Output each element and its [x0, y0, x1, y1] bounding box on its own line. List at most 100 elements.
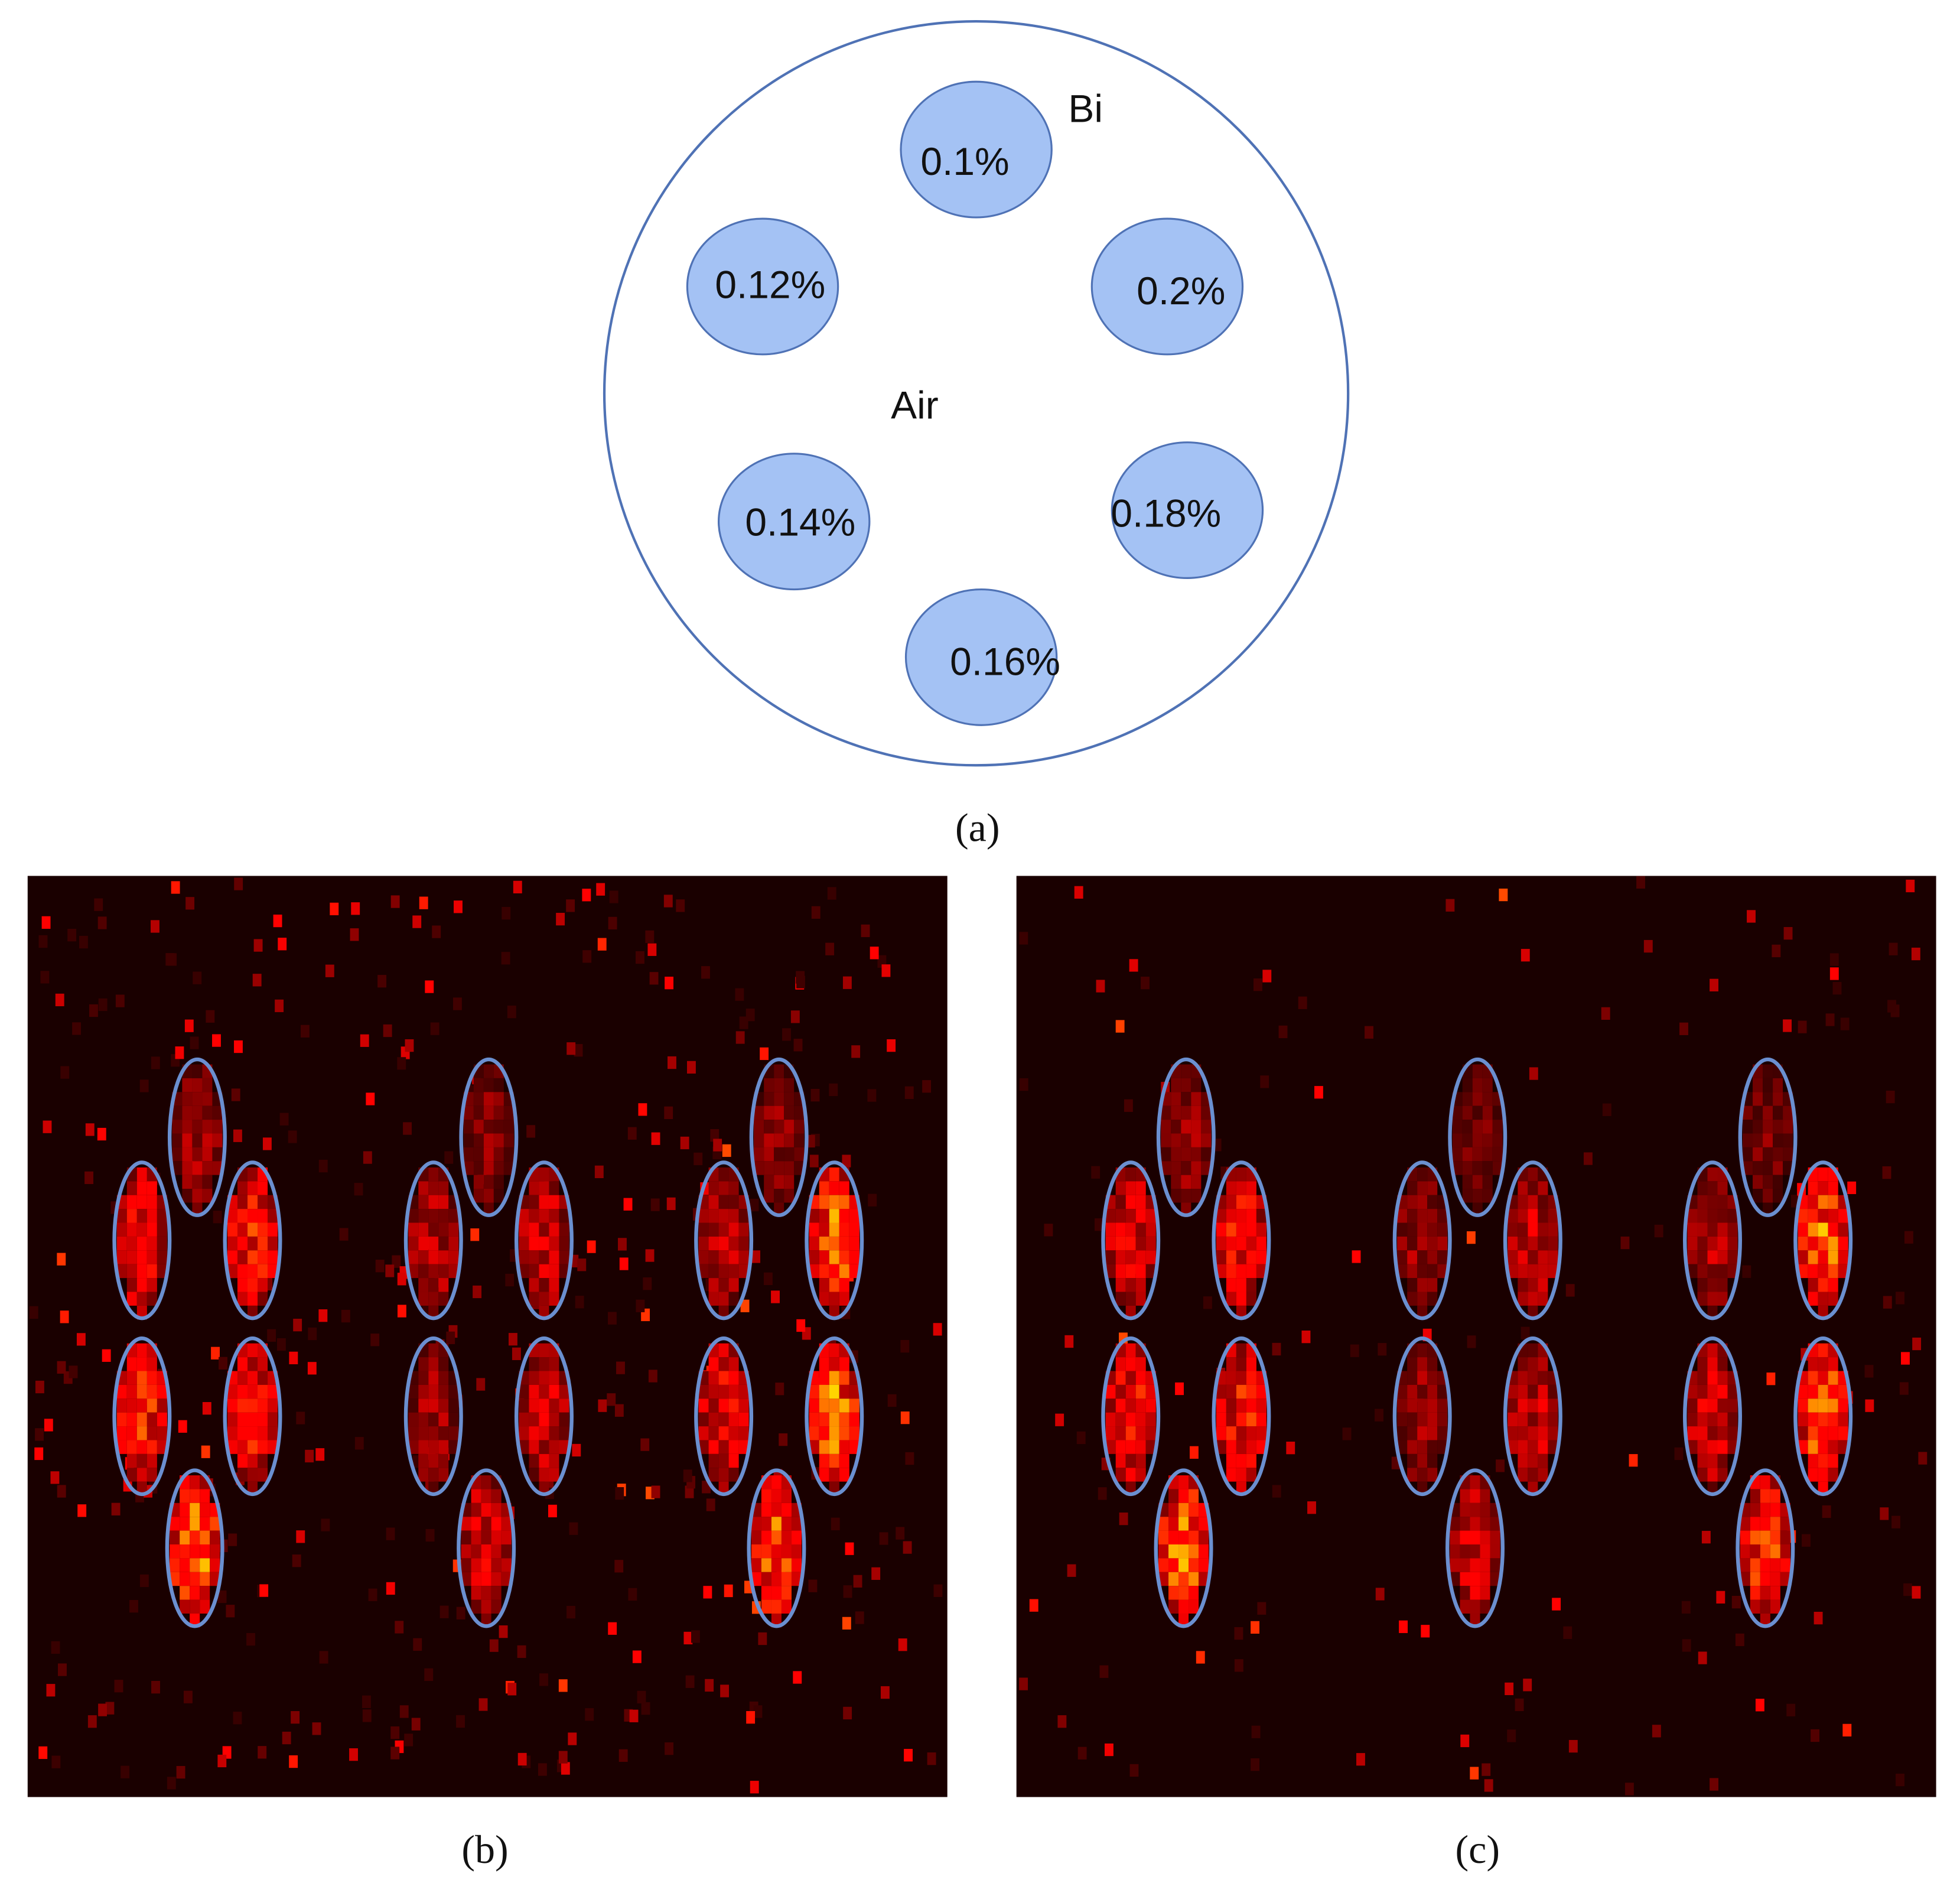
heatmap-pixel — [1246, 1426, 1256, 1440]
heatmap-pixel — [126, 1357, 137, 1371]
heatmap-pixel — [738, 1440, 749, 1454]
heatmap-pixel — [1236, 1278, 1246, 1292]
heatmap-pixel — [481, 1517, 491, 1531]
heatmap-pixel — [1896, 1773, 1904, 1787]
heatmap-pixel — [703, 1586, 712, 1599]
heatmap-pixel — [1912, 1337, 1922, 1351]
heatmap-pixel — [1780, 1558, 1790, 1572]
heatmap-pixel — [839, 1371, 849, 1385]
heatmap-pixel — [473, 1285, 482, 1299]
heatmap-pixel — [1707, 1195, 1718, 1209]
heatmap-pixel — [1697, 1453, 1708, 1468]
heatmap-pixel — [471, 1586, 481, 1600]
heatmap-pixel — [184, 1019, 194, 1032]
heatmap-pixel — [539, 1222, 549, 1237]
heatmap-pixel — [1508, 1264, 1518, 1279]
heatmap-pixel — [881, 964, 891, 977]
heatmap-pixel — [1552, 1598, 1561, 1611]
heatmap-pixel — [1472, 1105, 1483, 1120]
heatmap-pixel — [1246, 1236, 1256, 1251]
heatmap-pixel — [1687, 1440, 1698, 1454]
heatmap-pixel — [1352, 1250, 1361, 1263]
heatmap-pixel — [268, 1250, 278, 1264]
heatmap-pixel — [503, 1161, 514, 1175]
heatmap-pixel — [201, 1445, 210, 1458]
heatmap-pixel — [1508, 1426, 1518, 1440]
heatmap-pixel — [1417, 1412, 1428, 1427]
heatmap-pixel — [839, 1250, 849, 1264]
heatmap-pixel — [1770, 1517, 1780, 1531]
heatmap-pixel — [501, 1572, 512, 1586]
heatmap-pixel — [1199, 1558, 1209, 1572]
roi-outline — [1738, 1057, 1798, 1217]
heatmap-pixel — [1818, 1371, 1828, 1385]
heatmap-pixel — [248, 1412, 258, 1427]
heatmap-pixel — [1467, 1335, 1476, 1348]
heatmap-pixel — [1727, 1250, 1738, 1264]
heatmap-pixel — [1743, 1133, 1753, 1147]
heatmap-pixel — [1818, 1412, 1828, 1427]
heatmap-pixel — [829, 1384, 839, 1399]
heatmap-pixel — [784, 1133, 795, 1147]
heatmap-pixel — [473, 1175, 484, 1189]
heatmap-pixel — [1236, 1195, 1246, 1209]
heatmap-pixel — [202, 1120, 213, 1134]
heatmap-pixel — [461, 1544, 471, 1559]
heatmap-pixel — [1507, 1729, 1516, 1742]
heatmap-pixel — [849, 1440, 859, 1454]
heatmap-pixel — [1226, 1357, 1236, 1371]
heatmap-pixel — [126, 1292, 137, 1306]
heatmap-pixel — [146, 1357, 157, 1371]
roi-outline — [459, 1057, 519, 1217]
heatmap-pixel — [615, 1487, 624, 1500]
heatmap-pixel — [761, 1572, 771, 1586]
heatmap-pixel — [97, 916, 107, 929]
heatmap-pixel — [849, 1412, 859, 1427]
heatmap-pixel — [1538, 1195, 1548, 1209]
heatmap-pixel — [258, 1236, 268, 1251]
heatmap-pixel — [1518, 1468, 1528, 1482]
heatmap-pixel — [529, 1222, 539, 1237]
heatmap-pixel — [809, 1236, 819, 1251]
heatmap-pixel — [529, 1250, 539, 1264]
heatmap-pixel — [1460, 1734, 1470, 1748]
heatmap-pixel — [165, 953, 175, 966]
heatmap-pixel — [259, 1584, 269, 1597]
heatmap-pixel — [200, 1530, 210, 1544]
heatmap-pixel — [708, 1250, 719, 1264]
heatmap-pixel — [1480, 1489, 1490, 1503]
heatmap-pixel — [829, 1357, 839, 1371]
heatmap-pixel — [136, 1426, 147, 1440]
heatmap-pixel — [231, 1088, 240, 1101]
heatmap-pixel — [839, 1195, 849, 1209]
heatmap-pixel — [708, 1292, 719, 1306]
heatmap-pixel — [268, 1264, 278, 1279]
heatmap-pixel — [136, 1357, 147, 1371]
heatmap-pixel — [273, 914, 282, 928]
heatmap-pixel — [448, 1250, 459, 1264]
heatmap-pixel — [463, 1147, 474, 1162]
heatmap-pixel — [1773, 1175, 1783, 1189]
heatmap-pixel — [491, 1503, 502, 1517]
heatmap-pixel — [1882, 1166, 1891, 1179]
heatmap-pixel — [126, 1209, 137, 1223]
heatmap-pixel — [190, 1530, 200, 1544]
heatmap-pixel — [819, 1468, 829, 1482]
heatmap-pixel — [170, 1530, 180, 1544]
heatmap-pixel — [248, 1399, 258, 1413]
heatmap-pixel — [1727, 1222, 1738, 1237]
heatmap-pixel — [192, 1064, 203, 1078]
heatmap-pixel — [904, 1086, 914, 1100]
heatmap-pixel — [809, 1412, 819, 1427]
heatmap-pixel — [903, 1541, 912, 1554]
heatmap-pixel — [1365, 1026, 1373, 1039]
heatmap-pixel — [200, 1517, 210, 1531]
heatmap-pixel — [1226, 1468, 1236, 1482]
heatmap-pixel — [1216, 1222, 1226, 1237]
heatmap-pixel — [1417, 1357, 1428, 1371]
heatmap-pixel — [1528, 1181, 1538, 1195]
heatmap-pixel — [761, 1503, 771, 1517]
heatmap-pixel — [1773, 1189, 1783, 1203]
heatmap-pixel — [1427, 1181, 1438, 1195]
heatmap-pixel — [1518, 1371, 1528, 1385]
